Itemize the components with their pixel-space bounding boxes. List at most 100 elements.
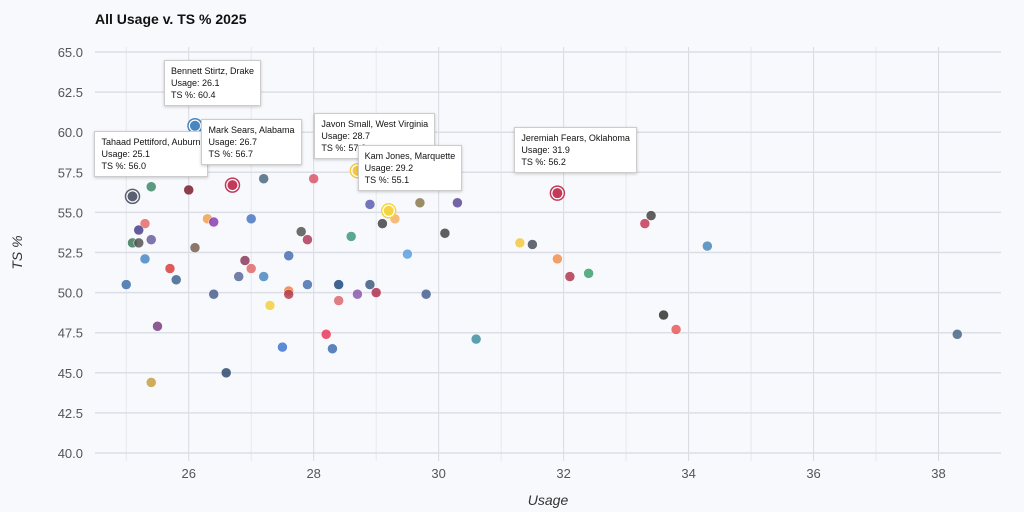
data-point <box>145 181 157 192</box>
tooltip-usage-label: Usage: 28.7 <box>321 130 370 141</box>
highlighted-point <box>227 180 238 191</box>
data-point <box>420 288 432 300</box>
highlighted-point <box>383 205 394 216</box>
data-point <box>308 173 319 184</box>
y-tick-label: 62.5 <box>58 85 83 100</box>
y-tick-label: 52.5 <box>58 246 83 261</box>
data-point <box>364 279 376 290</box>
x-tick-label: 30 <box>431 466 445 481</box>
data-point <box>258 173 269 184</box>
data-point <box>658 309 669 321</box>
tooltip-name: Mark Sears, Alabama <box>208 125 295 136</box>
data-point <box>183 184 194 196</box>
y-axis-label: TS % <box>9 235 25 269</box>
tooltip-name: Javon Small, West Virginia <box>321 118 429 129</box>
data-point <box>145 377 157 388</box>
tooltip-ts-label: TS %: 55.1 <box>364 174 410 185</box>
y-tick-label: 50.0 <box>58 286 83 301</box>
data-point <box>527 239 538 250</box>
highlighted-point <box>189 120 200 131</box>
data-point <box>327 343 338 354</box>
x-axis-label: Usage <box>528 492 569 508</box>
data-point <box>377 218 388 229</box>
data-point <box>295 226 307 237</box>
tooltip-ts-label: TS %: 57.6 <box>321 142 366 153</box>
data-point <box>277 341 288 353</box>
data-point <box>258 271 269 282</box>
data-point <box>952 329 963 340</box>
tooltip-name: Bennett Stirtz, Drake <box>170 65 255 76</box>
data-point <box>639 218 651 229</box>
y-tick-label: 42.5 <box>58 406 83 421</box>
tooltip-ts-label: TS %: 56.7 <box>208 149 253 160</box>
tooltip-name: Tahaad Pettiford, Auburn <box>101 137 201 148</box>
data-point <box>139 218 151 229</box>
data-point <box>283 250 294 261</box>
tooltip-usage-label: Usage: 29.2 <box>364 162 414 173</box>
tooltip-ts-label: TS %: 56.0 <box>101 161 147 172</box>
highlighted-point <box>552 188 563 199</box>
data-point <box>345 231 357 242</box>
data-point <box>352 288 363 300</box>
data-point <box>333 295 344 306</box>
data-point <box>133 224 144 236</box>
data-point <box>333 279 344 290</box>
y-tick-label: 65.0 <box>58 45 83 60</box>
data-point <box>220 367 232 379</box>
data-point <box>364 199 376 210</box>
data-point <box>470 333 482 345</box>
data-point <box>152 321 163 332</box>
y-tick-label: 45.0 <box>58 366 83 381</box>
chart-title: All Usage v. TS % 2025 <box>95 11 247 27</box>
tooltip: Bennett Stirtz, Drake Usage: 26.1 TS %: 60… <box>163 59 262 106</box>
data-point <box>233 271 244 282</box>
data-point <box>239 255 251 266</box>
data-point <box>208 288 219 300</box>
data-point <box>439 228 451 239</box>
data-point <box>402 248 413 260</box>
data-point <box>552 253 563 265</box>
tooltip-usage-label: Usage: 31.9 <box>521 145 570 156</box>
tooltip-usage-label: Usage: 26.7 <box>208 137 257 148</box>
tooltip-ts-label: TS %: 56.2 <box>521 157 566 168</box>
data-point <box>139 253 151 265</box>
data-point <box>564 271 576 282</box>
y-tick-label: 55.0 <box>58 205 83 220</box>
x-tick-label: 28 <box>306 466 320 481</box>
data-point <box>702 240 713 252</box>
x-tick-label: 26 <box>181 466 195 481</box>
data-point <box>414 197 426 209</box>
data-point <box>245 263 257 274</box>
tooltip-usage-label: Usage: 26.1 <box>170 77 220 88</box>
tooltip-name: Jeremiah Fears, Oklahoma <box>521 133 630 144</box>
y-tick-label: 57.5 <box>58 165 83 180</box>
data-point <box>164 263 176 274</box>
highlighted-point <box>127 191 138 202</box>
tooltip: Kam Jones, Marquette Usage: 29.2 TS %: 55.… <box>357 144 463 191</box>
data-point <box>189 242 201 253</box>
data-point <box>264 300 276 311</box>
y-tick-label: 60.0 <box>58 125 83 140</box>
tooltip: Jeremiah Fears, Oklahoma Usage: 31.9 TS %:… <box>514 127 637 174</box>
data-point <box>208 216 219 228</box>
data-point <box>645 210 657 221</box>
x-tick-label: 34 <box>681 466 695 481</box>
tooltip-ts-label: TS %: 60.4 <box>170 89 216 100</box>
data-point <box>370 287 382 298</box>
data-point <box>320 329 332 340</box>
x-tick-label: 36 <box>806 466 820 481</box>
data-point <box>670 324 682 335</box>
data-point <box>302 234 313 245</box>
data-point <box>514 237 526 249</box>
tooltip-name: Kam Jones, Marquette <box>364 150 456 161</box>
x-tick-label: 38 <box>931 466 945 481</box>
data-point <box>120 279 132 290</box>
data-point <box>245 213 257 225</box>
y-tick-label: 47.5 <box>58 326 83 341</box>
data-point <box>583 268 594 279</box>
data-point <box>133 237 144 249</box>
data-point <box>145 234 157 245</box>
x-tick-label: 32 <box>556 466 570 481</box>
